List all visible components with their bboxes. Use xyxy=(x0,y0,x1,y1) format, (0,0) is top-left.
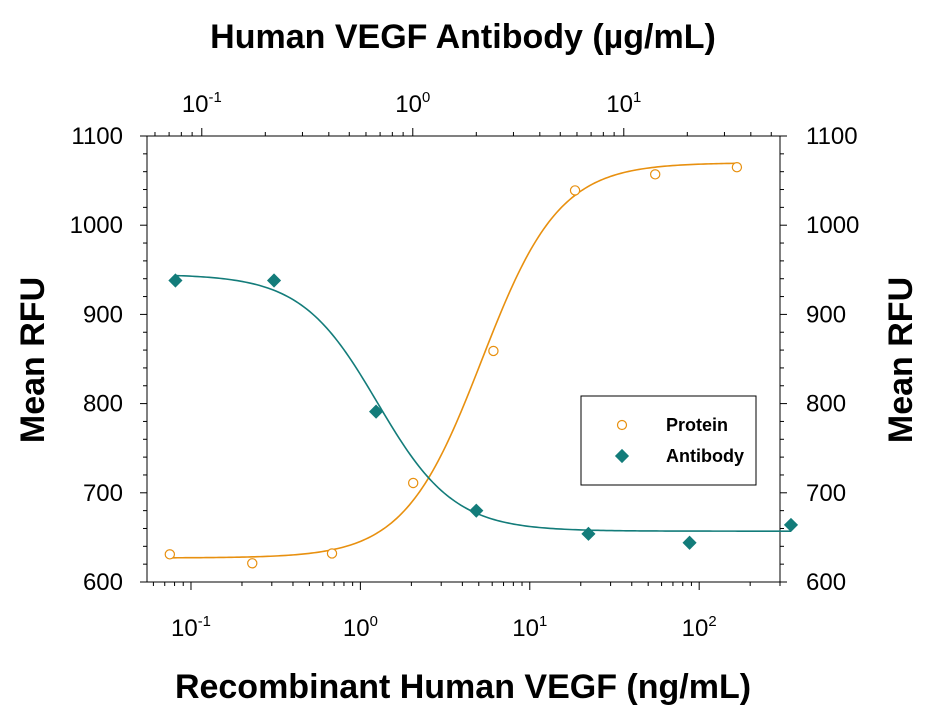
legend-box xyxy=(580,395,757,486)
legend: Protein Antibody xyxy=(580,395,757,486)
legend-protein-marker xyxy=(616,419,628,431)
legend-antibody-label: Antibody xyxy=(666,446,744,466)
antibody-point xyxy=(783,517,799,532)
y-tick-label-right: 1000 xyxy=(806,212,859,239)
antibody-point xyxy=(369,404,384,419)
x-tick-label: 100 xyxy=(343,614,378,642)
bottom-x-ticks: 10-1 100 101 102 xyxy=(152,582,781,642)
y-tick-label-left: 700 xyxy=(83,480,123,507)
protein-point xyxy=(569,185,581,196)
antibody-point xyxy=(266,273,282,288)
right-y-axis-title: Mean RFU xyxy=(882,277,920,443)
x-tick-label: 10-1 xyxy=(171,614,211,642)
protein-fit-curve xyxy=(169,162,737,559)
x2-tick-label: 101 xyxy=(606,90,641,118)
antibody-fit-curve xyxy=(175,274,791,532)
y-tick-label-left: 1100 xyxy=(71,123,123,150)
antibody-point xyxy=(581,526,596,541)
y-tick-label-right: 900 xyxy=(806,301,846,328)
y-tick-label-left: 600 xyxy=(83,569,123,596)
x2-tick-label: 100 xyxy=(395,90,430,118)
antibody-point xyxy=(469,503,484,518)
protein-point xyxy=(326,548,338,559)
top-axis-title: Human VEGF Antibody (µg/mL) xyxy=(210,18,716,56)
legend-antibody-marker xyxy=(614,448,630,464)
protein-point xyxy=(731,162,743,173)
x-tick-label: 101 xyxy=(512,614,547,642)
fit-curves xyxy=(169,162,791,559)
y-tick-label-right: 800 xyxy=(806,391,846,418)
y-tick-label-left: 800 xyxy=(83,391,123,418)
protein-point xyxy=(407,477,419,489)
left-y-ticks: 600 700 800 900 1000 1100 xyxy=(70,123,147,596)
top-axis-ticks: 10-1 100 101 xyxy=(154,90,772,136)
protein-point xyxy=(488,345,499,357)
y-tick-label-right: 600 xyxy=(806,569,846,596)
left-y-axis-title: Mean RFU xyxy=(14,277,52,443)
antibody-point xyxy=(682,535,697,550)
bottom-x-axis-title: Recombinant Human VEGF (ng/mL) xyxy=(175,668,751,706)
right-y-ticks: 600 700 800 900 1000 1100 xyxy=(780,123,859,596)
protein-point xyxy=(247,558,258,569)
antibody-point xyxy=(168,273,183,288)
legend-protein-label: Protein xyxy=(666,415,728,435)
protein-point xyxy=(649,169,661,180)
y-tick-label-left: 900 xyxy=(83,301,123,328)
y-tick-label-right: 1100 xyxy=(806,123,858,150)
y-tick-label-right: 700 xyxy=(806,480,846,507)
protein-point xyxy=(164,549,176,560)
x-tick-label: 102 xyxy=(682,614,717,642)
x2-tick-label: 10-1 xyxy=(182,90,222,118)
plot-frame xyxy=(146,135,781,583)
data-points xyxy=(164,162,799,569)
y-tick-label-left: 1000 xyxy=(70,212,123,239)
